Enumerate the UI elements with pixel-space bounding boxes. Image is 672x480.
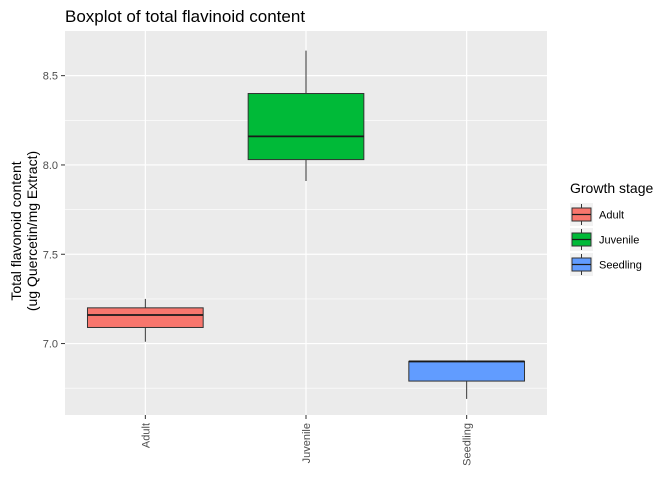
y-axis-title: Total flavonoid content (ug Quercetin/mg… — [8, 151, 40, 311]
box-juvenile — [247, 50, 365, 182]
x-tick-label: Seedling — [462, 423, 474, 466]
box-series — [86, 50, 526, 399]
y-axis-title-line-1: Total flavonoid content — [8, 161, 24, 300]
legend-title: Growth stage — [570, 180, 653, 196]
legend-item-juvenile: Juvenile — [570, 228, 639, 251]
legend-item-adult: Adult — [570, 203, 624, 226]
box-body — [247, 93, 365, 161]
x-axis: Adult Juvenile Seedling — [140, 415, 474, 466]
x-tick-label: Adult — [140, 423, 152, 448]
box-body — [86, 307, 204, 328]
box-body — [408, 360, 526, 382]
legend-label: Juvenile — [599, 235, 639, 247]
box-seedling — [408, 360, 526, 399]
y-tick-label: 7.5 — [43, 249, 58, 261]
y-axis-title-line-2: (ug Quercetin/mg Extract) — [24, 151, 40, 311]
y-axis: 7.0 7.5 8.0 8.5 — [43, 71, 65, 351]
y-tick-label: 8.5 — [43, 71, 58, 83]
box-adult — [86, 298, 204, 342]
legend-label: Seedling — [599, 260, 642, 272]
chart-title: Boxplot of total flavinoid content — [65, 7, 305, 26]
y-tick-label: 8.0 — [43, 160, 58, 172]
legend-label: Adult — [599, 210, 624, 222]
legend: Growth stage Adult Juvenile Seedling — [570, 180, 653, 276]
x-tick-label: Juvenile — [301, 423, 313, 463]
legend-item-seedling: Seedling — [570, 253, 642, 276]
y-tick-label: 7.0 — [43, 339, 58, 351]
